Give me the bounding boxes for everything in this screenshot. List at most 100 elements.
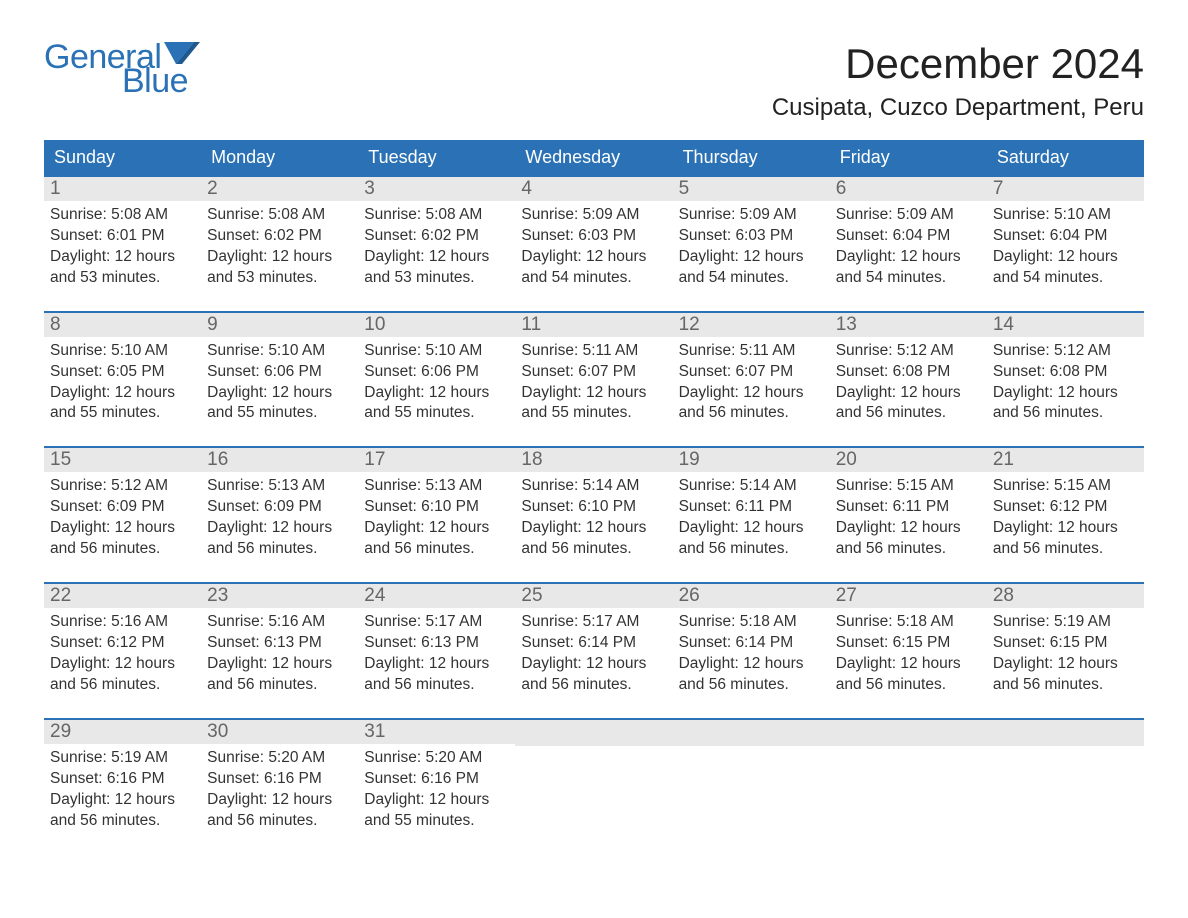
day-cell: 14Sunrise: 5:12 AMSunset: 6:08 PMDayligh… bbox=[987, 313, 1144, 431]
sunrise-line: Sunrise: 5:14 AM bbox=[521, 476, 666, 497]
daylight-label: Daylight: bbox=[836, 519, 901, 536]
daylight-line: Daylight: 12 hours and 56 minutes. bbox=[364, 654, 509, 696]
sunset-label: Sunset: bbox=[521, 227, 578, 244]
day-cell: 29Sunrise: 5:19 AMSunset: 6:16 PMDayligh… bbox=[44, 720, 201, 838]
sunrise-label: Sunrise: bbox=[364, 477, 425, 494]
sunset-value: 6:09 PM bbox=[107, 498, 165, 515]
sunset-label: Sunset: bbox=[679, 363, 736, 380]
sunrise-value: 5:19 AM bbox=[111, 749, 168, 766]
day-of-week-header: Tuesday bbox=[358, 140, 515, 175]
daylight-label: Daylight: bbox=[679, 384, 744, 401]
day-body: Sunrise: 5:17 AMSunset: 6:14 PMDaylight:… bbox=[515, 608, 672, 702]
day-body: Sunrise: 5:16 AMSunset: 6:12 PMDaylight:… bbox=[44, 608, 201, 702]
sunrise-line: Sunrise: 5:09 AM bbox=[836, 205, 981, 226]
sunset-value: 6:02 PM bbox=[264, 227, 322, 244]
day-number bbox=[987, 720, 1144, 746]
sunrise-label: Sunrise: bbox=[521, 613, 582, 630]
sunset-label: Sunset: bbox=[50, 498, 107, 515]
sunset-label: Sunset: bbox=[207, 770, 264, 787]
day-body: Sunrise: 5:09 AMSunset: 6:03 PMDaylight:… bbox=[515, 201, 672, 295]
sunrise-label: Sunrise: bbox=[679, 342, 740, 359]
daylight-label: Daylight: bbox=[993, 384, 1058, 401]
day-number: 27 bbox=[830, 584, 987, 608]
daylight-line: Daylight: 12 hours and 54 minutes. bbox=[993, 247, 1138, 289]
daylight-label: Daylight: bbox=[836, 655, 901, 672]
sunrise-line: Sunrise: 5:16 AM bbox=[207, 612, 352, 633]
sunset-line: Sunset: 6:09 PM bbox=[207, 497, 352, 518]
sunset-line: Sunset: 6:13 PM bbox=[207, 633, 352, 654]
sunrise-line: Sunrise: 5:13 AM bbox=[207, 476, 352, 497]
day-number: 12 bbox=[673, 313, 830, 337]
week-row: 1Sunrise: 5:08 AMSunset: 6:01 PMDaylight… bbox=[44, 175, 1144, 295]
sunset-label: Sunset: bbox=[679, 227, 736, 244]
sunset-label: Sunset: bbox=[679, 498, 736, 515]
sunrise-line: Sunrise: 5:15 AM bbox=[836, 476, 981, 497]
sunrise-value: 5:11 AM bbox=[583, 342, 639, 359]
sunrise-line: Sunrise: 5:08 AM bbox=[50, 205, 195, 226]
sunset-label: Sunset: bbox=[50, 634, 107, 651]
page-header: General Blue December 2024 Cusipata, Cuz… bbox=[44, 40, 1144, 122]
month-title: December 2024 bbox=[772, 40, 1144, 88]
sunset-value: 6:06 PM bbox=[421, 363, 479, 380]
sunset-label: Sunset: bbox=[993, 363, 1050, 380]
sunrise-label: Sunrise: bbox=[521, 477, 582, 494]
sunset-value: 6:12 PM bbox=[107, 634, 165, 651]
sunrise-value: 5:08 AM bbox=[425, 206, 482, 223]
day-cell: 10Sunrise: 5:10 AMSunset: 6:06 PMDayligh… bbox=[358, 313, 515, 431]
day-number: 14 bbox=[987, 313, 1144, 337]
sunrise-label: Sunrise: bbox=[50, 613, 111, 630]
daylight-line: Daylight: 12 hours and 56 minutes. bbox=[50, 654, 195, 696]
sunrise-label: Sunrise: bbox=[207, 206, 268, 223]
day-cell: 8Sunrise: 5:10 AMSunset: 6:05 PMDaylight… bbox=[44, 313, 201, 431]
daylight-label: Daylight: bbox=[679, 655, 744, 672]
day-body: Sunrise: 5:08 AMSunset: 6:01 PMDaylight:… bbox=[44, 201, 201, 295]
daylight-label: Daylight: bbox=[364, 791, 429, 808]
sunrise-line: Sunrise: 5:18 AM bbox=[836, 612, 981, 633]
sunrise-value: 5:18 AM bbox=[897, 613, 954, 630]
daylight-line: Daylight: 12 hours and 56 minutes. bbox=[679, 518, 824, 560]
sunrise-value: 5:19 AM bbox=[1054, 613, 1111, 630]
day-cell bbox=[673, 720, 830, 838]
sunrise-line: Sunrise: 5:15 AM bbox=[993, 476, 1138, 497]
sunrise-label: Sunrise: bbox=[993, 477, 1054, 494]
sunrise-label: Sunrise: bbox=[993, 613, 1054, 630]
sunrise-line: Sunrise: 5:09 AM bbox=[679, 205, 824, 226]
sunrise-line: Sunrise: 5:18 AM bbox=[679, 612, 824, 633]
sunrise-value: 5:09 AM bbox=[897, 206, 954, 223]
day-number: 1 bbox=[44, 177, 201, 201]
sunset-label: Sunset: bbox=[521, 498, 578, 515]
day-number: 10 bbox=[358, 313, 515, 337]
day-number bbox=[515, 720, 672, 746]
daylight-label: Daylight: bbox=[521, 384, 586, 401]
day-body: Sunrise: 5:12 AMSunset: 6:08 PMDaylight:… bbox=[830, 337, 987, 431]
sunrise-label: Sunrise: bbox=[207, 477, 268, 494]
brand-part2: Blue bbox=[122, 64, 200, 98]
sunset-line: Sunset: 6:12 PM bbox=[50, 633, 195, 654]
daylight-line: Daylight: 12 hours and 56 minutes. bbox=[679, 654, 824, 696]
daylight-line: Daylight: 12 hours and 56 minutes. bbox=[364, 518, 509, 560]
sunrise-value: 5:15 AM bbox=[1054, 477, 1111, 494]
week-row: 8Sunrise: 5:10 AMSunset: 6:05 PMDaylight… bbox=[44, 311, 1144, 431]
day-cell: 19Sunrise: 5:14 AMSunset: 6:11 PMDayligh… bbox=[673, 448, 830, 566]
sunset-label: Sunset: bbox=[207, 498, 264, 515]
day-number: 22 bbox=[44, 584, 201, 608]
day-number: 4 bbox=[515, 177, 672, 201]
sunset-line: Sunset: 6:04 PM bbox=[836, 226, 981, 247]
day-body: Sunrise: 5:08 AMSunset: 6:02 PMDaylight:… bbox=[201, 201, 358, 295]
day-body: Sunrise: 5:10 AMSunset: 6:06 PMDaylight:… bbox=[201, 337, 358, 431]
sunset-label: Sunset: bbox=[836, 498, 893, 515]
sunset-line: Sunset: 6:14 PM bbox=[679, 633, 824, 654]
daylight-label: Daylight: bbox=[207, 519, 272, 536]
daylight-line: Daylight: 12 hours and 56 minutes. bbox=[836, 383, 981, 425]
sunrise-value: 5:20 AM bbox=[425, 749, 482, 766]
daylight-line: Daylight: 12 hours and 56 minutes. bbox=[836, 654, 981, 696]
day-cell bbox=[515, 720, 672, 838]
sunrise-value: 5:16 AM bbox=[111, 613, 168, 630]
daylight-line: Daylight: 12 hours and 56 minutes. bbox=[207, 654, 352, 696]
sunrise-line: Sunrise: 5:10 AM bbox=[207, 341, 352, 362]
day-cell: 27Sunrise: 5:18 AMSunset: 6:15 PMDayligh… bbox=[830, 584, 987, 702]
sunset-line: Sunset: 6:16 PM bbox=[207, 769, 352, 790]
daylight-line: Daylight: 12 hours and 55 minutes. bbox=[364, 383, 509, 425]
sunset-line: Sunset: 6:06 PM bbox=[364, 362, 509, 383]
day-of-week-header: Saturday bbox=[987, 140, 1144, 175]
